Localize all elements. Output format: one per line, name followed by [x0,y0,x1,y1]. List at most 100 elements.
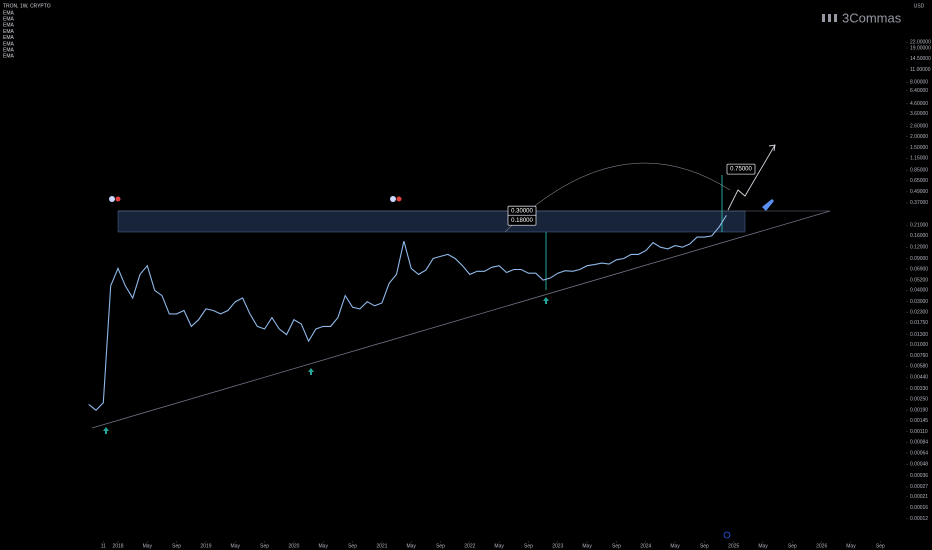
y-tick-label: 0.00021 [910,494,928,500]
x-tick-label: 2026 [816,543,827,549]
x-tick-label: Sep [788,543,797,549]
x-tick-label: 2020 [288,543,299,549]
y-tick-label: 0.01000 [910,342,928,348]
timeline-marker [723,531,731,539]
x-tick-label: Sep [172,543,181,549]
x-tick-label: Sep [436,543,445,549]
y-tick-label: 0.00048 [910,462,928,468]
indicator: EMA [3,54,15,60]
x-tick-label: 2021 [376,543,387,549]
resistance-zone [117,210,746,233]
y-tick-label: 0.00036 [910,473,928,479]
y-tick-label: 0.85000 [910,168,928,174]
x-tick-label: May [143,543,153,549]
indicator: EMA [3,41,15,47]
indicator: EMA [3,29,15,35]
y-tick-label: 0.05200 [910,277,928,283]
y-tick-label: 0.21000 [910,223,928,229]
x-tick-label: Sep [700,543,709,549]
currency: USD [914,3,925,9]
y-tick-label: 0.00012 [910,516,928,522]
x-tick-label: Sep [348,543,357,549]
y-tick-label: 2.00000 [910,134,928,140]
y-tick-label: 0.00760 [910,353,928,359]
x-tick-label: May [582,543,592,549]
indicator: EMA [3,48,15,54]
y-tick-label: 0.00440 [910,375,928,381]
x-tick-label: May [670,543,680,549]
y-tick-label: 2.60000 [910,124,928,130]
x-tick-label: 11 [101,543,106,549]
y-tick-label: 19.00000 [910,45,931,51]
y-tick-label: 0.00016 [910,505,928,511]
y-tick-label: 11.00000 [910,67,931,73]
arrow-head [768,144,776,152]
y-tick-label: 0.03000 [910,299,928,305]
x-tick-label: 2018 [112,543,123,549]
indicator: EMA [3,17,15,23]
y-tick-label: 0.00145 [910,418,928,424]
y-tick-label: 14.50000 [910,56,931,62]
indicator: EMA [3,35,15,41]
y-tick-label: 0.00330 [910,386,928,392]
y-tick-label: 0.04000 [910,288,928,294]
y-tick-label: 0.09000 [910,256,928,262]
symbol: TRON, 1W, CRYPTO [3,3,51,9]
y-tick-label: 1.50000 [910,145,928,151]
y-tick-label: 0.37000 [910,200,928,206]
y-tick-label: 3.60000 [910,111,928,117]
price-box [507,214,537,226]
x-tick-label: 2022 [464,543,475,549]
x-tick-label: May [406,543,416,549]
y-tick-label: 0.02300 [910,309,928,315]
y-tick-label: 8.00000 [910,79,928,85]
x-tick-label: Sep [612,543,621,549]
x-tick-label: May [319,543,329,549]
x-tick-label: 2024 [640,543,651,549]
x-tick-label: May [758,543,768,549]
x-tick-label: 2023 [552,543,563,549]
y-tick-label: 0.12000 [910,245,928,251]
y-tick-label: 0.00190 [910,408,928,414]
y-tick-label: 0.06900 [910,266,928,272]
icons [109,196,774,211]
y-tick-label: 0.00027 [910,484,928,490]
y-tick-label: 0.00064 [910,450,928,456]
y-tick-label: 0.00580 [910,364,928,370]
x-tick-label: Sep [260,543,269,549]
y-tick-label: 0.16000 [910,233,928,239]
trend-line [91,210,831,429]
y-tick-label: 0.01300 [910,332,928,338]
y-tick-label: 0.65000 [910,178,928,184]
x-tick-label: May [494,543,504,549]
y-tick-label: 6.40000 [910,88,928,94]
indicator: EMA [3,23,15,29]
y-tick-label: 22.00000 [910,40,931,46]
x-tick-label: Sep [524,543,533,549]
price-line [88,215,727,411]
y-tick-label: 0.00110 [910,429,928,435]
price-box-label: 0.18000 [511,218,533,224]
price-box-label: 0.30000 [511,209,533,215]
x-tick-label: May [231,543,241,549]
x-tick-label: 2025 [728,543,739,549]
indicator: EMA [3,10,15,16]
brand-logo [822,14,837,22]
y-tick-label: 0.01750 [910,320,928,326]
x-tick-label: 2019 [200,543,211,549]
y-tick-label: 0.00084 [910,440,928,446]
y-tick-label: 1.15000 [910,156,928,162]
y-tick-label: 4.60000 [910,101,928,107]
projection-arrow [727,144,776,211]
y-tick-label: 0.00250 [910,397,928,403]
price-box [726,163,756,175]
brand-name: 3Commas [842,10,902,25]
up-arrows [103,297,549,434]
x-tick-label: Sep [876,543,885,549]
x-tick-label: May [846,543,856,549]
y-tick-label: 0.49000 [910,189,928,195]
price-box-label: 0.75000 [730,167,752,173]
